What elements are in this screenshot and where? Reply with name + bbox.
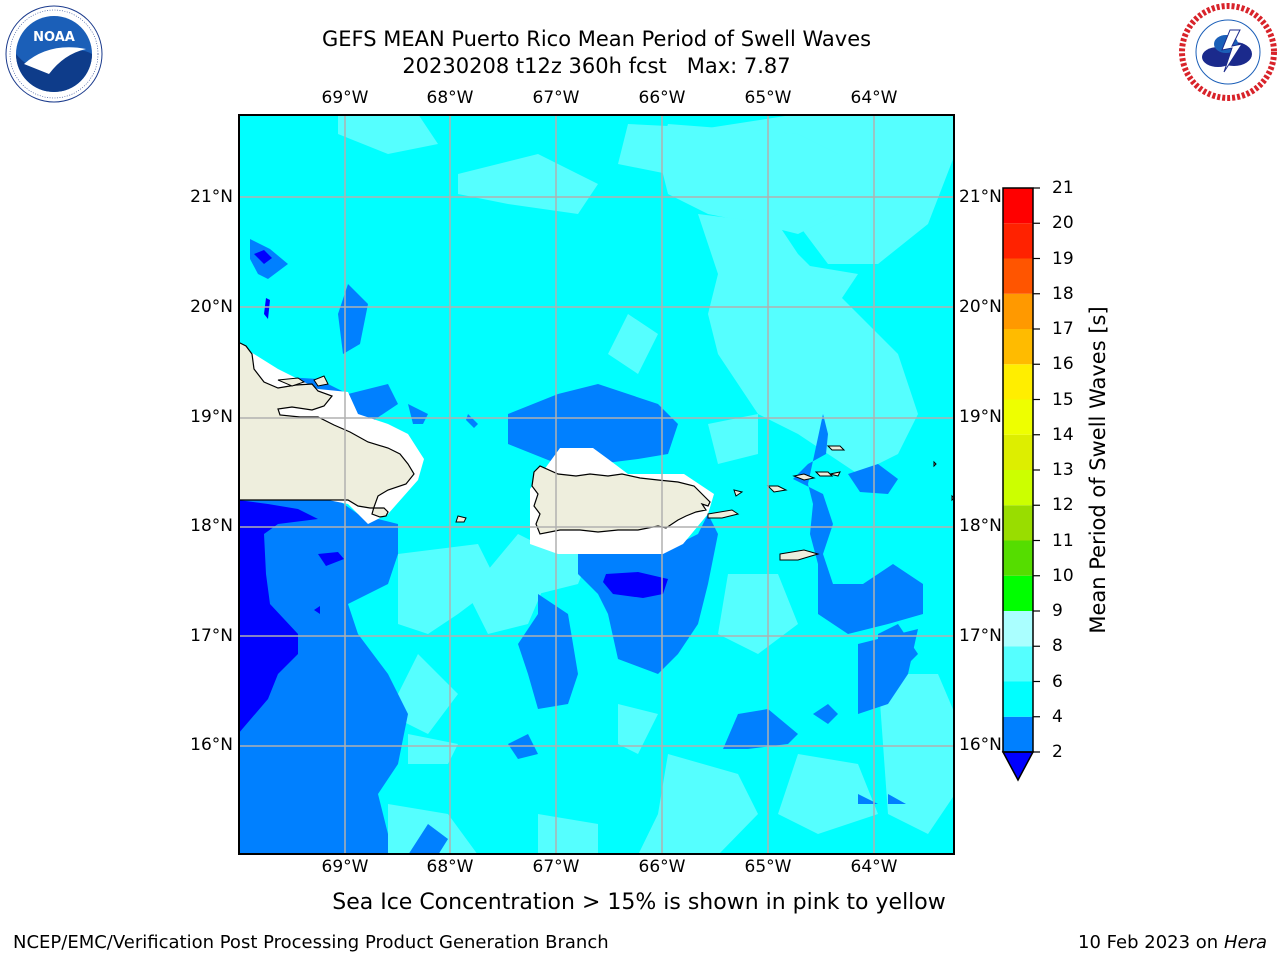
lon-label-bottom-69w: 69°W bbox=[321, 857, 369, 877]
footer-date: 10 Feb 2023 on Hera bbox=[1078, 932, 1267, 953]
colorbar-band-8 bbox=[1003, 611, 1033, 647]
contour-under-2 bbox=[239, 250, 668, 733]
colorbar-band-4 bbox=[1003, 681, 1033, 717]
colorbar bbox=[1001, 187, 1040, 782]
svg-text:NOAA: NOAA bbox=[33, 30, 75, 45]
colorbar-tick-label: 6 bbox=[1052, 671, 1063, 692]
colorbar-band-2 bbox=[1003, 716, 1033, 752]
nws-logo bbox=[1179, 3, 1277, 101]
colorbar-tick-label: 16 bbox=[1052, 354, 1074, 375]
lon-label-bottom-64w: 64°W bbox=[850, 857, 898, 877]
small-islands bbox=[277, 375, 954, 561]
colorbar-tick-label: 10 bbox=[1052, 565, 1074, 586]
colorbar-band-14 bbox=[1003, 399, 1033, 435]
footer-host: Hera bbox=[1223, 932, 1267, 953]
lat-label-left-19n: 19°N bbox=[190, 407, 233, 427]
sea-ice-note: Sea Ice Concentration > 15% is shown in … bbox=[0, 890, 1280, 915]
lat-label-right-20n: 20°N bbox=[959, 297, 1002, 317]
lat-label-left-18n: 18°N bbox=[190, 516, 233, 536]
colorbar-band-17 bbox=[1003, 293, 1033, 329]
footer-credit: NCEP/EMC/Verification Post Processing Pr… bbox=[13, 932, 609, 953]
lon-label-bottom-67w: 67°W bbox=[532, 857, 580, 877]
colorbar-tick-label: 2 bbox=[1052, 742, 1063, 762]
colorbar-tick-label: 20 bbox=[1052, 213, 1074, 234]
lon-label-top-68w: 68°W bbox=[426, 88, 474, 108]
graticule bbox=[239, 115, 954, 854]
chart-subtitle: 20230208 t12z 360h fcst Max: 7.87 bbox=[402, 54, 791, 78]
lon-label-bottom-65w: 65°W bbox=[744, 857, 792, 877]
colorbar-band-6 bbox=[1003, 646, 1033, 682]
sea-ice-note-text: Sea Ice Concentration > 15% is shown in … bbox=[332, 890, 946, 915]
colorbar-tick-label: 17 bbox=[1052, 319, 1074, 339]
lon-label-top-64w: 64°W bbox=[850, 88, 898, 108]
lon-label-bottom-66w: 66°W bbox=[638, 857, 686, 877]
hispaniola-land bbox=[239, 341, 415, 518]
colorbar-band-15 bbox=[1003, 364, 1033, 400]
colorbar-tick-label: 19 bbox=[1052, 248, 1074, 269]
footer-date-text: 10 Feb 2023 on bbox=[1078, 932, 1219, 953]
map-panel bbox=[238, 114, 955, 855]
colorbar-tick-label: 21 bbox=[1052, 178, 1074, 198]
lon-label-top-65w: 65°W bbox=[744, 88, 792, 108]
colorbar-tick-label: 15 bbox=[1052, 389, 1074, 410]
lat-label-right-18n: 18°N bbox=[959, 516, 1002, 536]
colorbar-tick-label: 4 bbox=[1052, 706, 1063, 727]
colorbar-band-16 bbox=[1003, 329, 1033, 365]
colorbar-tick-label: 18 bbox=[1052, 283, 1074, 304]
noaa-logo: NOAA bbox=[5, 5, 103, 103]
lat-label-right-17n: 17°N bbox=[959, 626, 1002, 646]
colorbar-band-18 bbox=[1003, 258, 1033, 294]
lon-label-top-66w: 66°W bbox=[638, 88, 686, 108]
colorbar-tick-label: 9 bbox=[1052, 601, 1063, 621]
chart-title: GEFS MEAN Puerto Rico Mean Period of Swe… bbox=[321, 27, 872, 51]
lat-label-left-17n: 17°N bbox=[190, 626, 233, 646]
lat-label-left-20n: 20°N bbox=[190, 297, 233, 317]
colorbar-tick-label: 14 bbox=[1052, 424, 1074, 445]
colorbar-band-11 bbox=[1003, 505, 1033, 541]
colorbar-band-12 bbox=[1003, 470, 1033, 506]
colorbar-band-10 bbox=[1003, 540, 1033, 576]
colorbar-tick-label: 13 bbox=[1052, 460, 1074, 480]
colorbar-band-13 bbox=[1003, 434, 1033, 470]
colorbar-band-20 bbox=[1003, 188, 1033, 224]
lat-label-right-16n: 16°N bbox=[959, 735, 1002, 755]
lat-label-left-21n: 21°N bbox=[190, 187, 233, 207]
lon-label-top-67w: 67°W bbox=[532, 88, 580, 108]
lat-label-right-19n: 19°N bbox=[959, 407, 1002, 427]
colorbar-tick-label: 12 bbox=[1052, 495, 1074, 516]
lat-label-right-21n: 21°N bbox=[959, 187, 1002, 207]
lon-label-bottom-68w: 68°W bbox=[426, 857, 474, 877]
contour-6-8 bbox=[338, 115, 954, 854]
colorbar-band-9 bbox=[1003, 575, 1033, 611]
colorbar-tick-label: 8 bbox=[1052, 636, 1063, 657]
colorbar-tick-label: 11 bbox=[1052, 530, 1074, 551]
colorbar-band-19 bbox=[1003, 223, 1033, 259]
lat-label-left-16n: 16°N bbox=[190, 735, 233, 755]
colorbar-under-arrow bbox=[1001, 751, 1035, 782]
colorbar-label: Mean Period of Swell Waves [s] bbox=[1086, 306, 1110, 634]
lon-label-top-69w: 69°W bbox=[321, 88, 369, 108]
